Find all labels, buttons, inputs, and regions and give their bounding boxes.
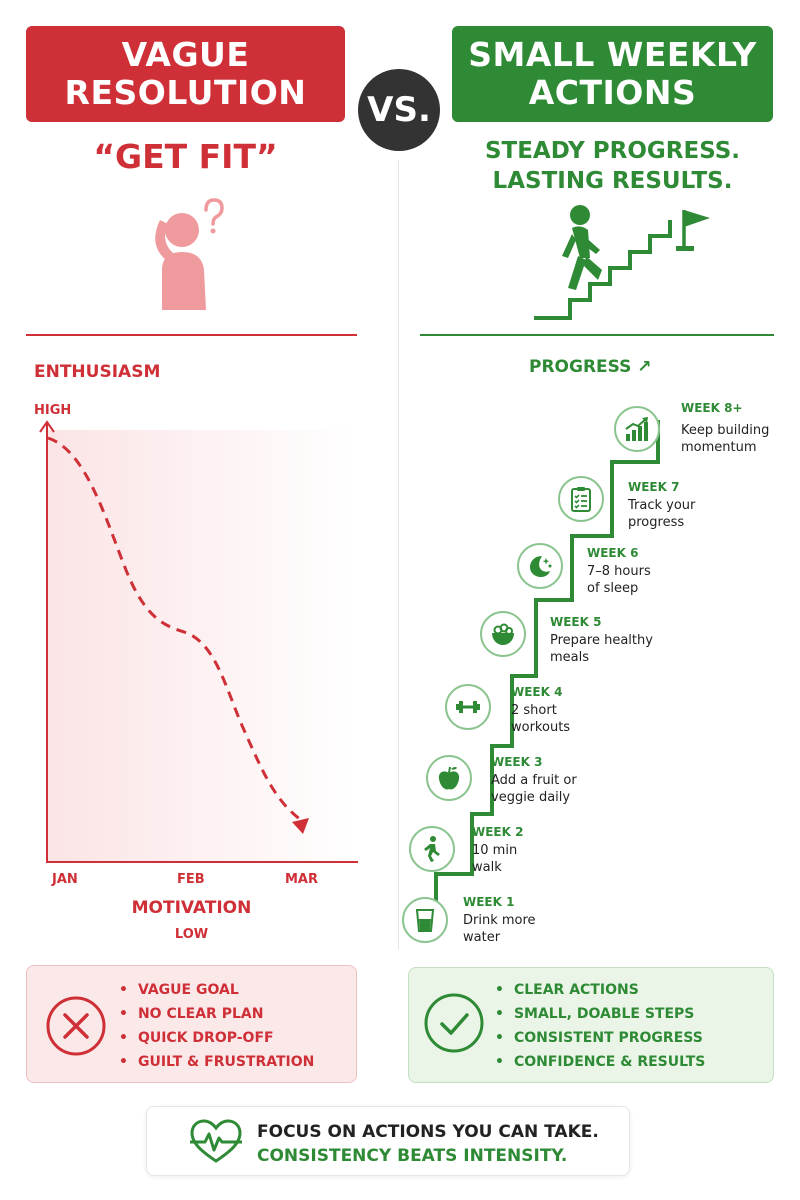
week-1-text: Drink more water [463, 913, 536, 945]
x-circle-icon [46, 996, 106, 1056]
week-8-title: WEEK 8+ [681, 401, 743, 415]
list-item: QUICK DROP-OFF [119, 1026, 314, 1050]
check-circle-icon [424, 993, 484, 1053]
week-5-text: Prepare healthy meals [550, 633, 653, 665]
y-axis-low-label: LOW [174, 927, 209, 942]
week-4-step [445, 684, 491, 730]
walking-person-icon [424, 836, 440, 862]
vague-resolution-banner: VAGUE RESOLUTION [26, 26, 345, 122]
clipboard-checklist-icon [571, 487, 591, 512]
week-1-title: WEEK 1 [463, 895, 515, 909]
list-item: VAGUE GOAL [119, 978, 314, 1002]
list-item: CLEAR ACTIONS [495, 978, 705, 1002]
banner-left-line1: VAGUE [121, 35, 250, 74]
x-tick-feb: FEB [177, 872, 205, 887]
week-4-text: 2 short workouts [511, 703, 571, 735]
list-item: GUILT & FRUSTRATION [119, 1050, 314, 1074]
progress-label: PROGRESS ↗ [529, 357, 652, 377]
week-7-text: Track your progress [628, 498, 696, 530]
right-section-rule [420, 334, 774, 336]
week-6-text: 7–8 hours of sleep [587, 564, 651, 596]
week-4-title: WEEK 4 [511, 685, 563, 699]
enthusiasm-chart [39, 420, 358, 863]
week-1-step [402, 897, 448, 943]
chart-plot-area [48, 430, 358, 862]
banner-right-line1: SMALL WEEKLY [468, 35, 757, 74]
week-8-text: Keep building momentum [681, 423, 770, 455]
confused-person-icon [155, 198, 224, 310]
dumbbell-icon [456, 701, 480, 713]
week-2-text: 10 min walk [472, 843, 518, 875]
week-3-title: WEEK 3 [491, 755, 543, 769]
center-divider [398, 160, 399, 950]
vs-badge: VS. [358, 69, 440, 151]
x-axis-label-motivation: MOTIVATION [131, 898, 252, 918]
week-5-step [480, 611, 526, 657]
footer-callout: FOCUS ON ACTIONS YOU CAN TAKE. CONSISTEN… [146, 1106, 630, 1176]
banner-right-line2: ACTIONS [528, 73, 697, 112]
week-6-title: WEEK 6 [587, 546, 639, 560]
enthusiasm-decline-line [47, 436, 302, 822]
week-7-step [558, 476, 604, 522]
tagline-line2: LASTING RESULTS. [492, 168, 733, 194]
list-item: SMALL, DOABLE STEPS [495, 1002, 705, 1026]
get-fit-quote: “GET FIT” [93, 137, 278, 176]
small-weekly-actions-banner: SMALL WEEKLY ACTIONS [452, 26, 773, 122]
x-tick-jan: JAN [52, 872, 78, 887]
list-item: CONFIDENCE & RESULTS [495, 1050, 705, 1074]
weekly-outcomes-box: CLEAR ACTIONS SMALL, DOABLE STEPS CONSIS… [408, 967, 774, 1083]
week-7-title: WEEK 7 [628, 480, 680, 494]
heartbeat-icon [190, 1119, 242, 1163]
x-tick-mar: MAR [285, 872, 319, 887]
footer-line1: FOCUS ON ACTIONS YOU CAN TAKE. [257, 1122, 599, 1142]
y-axis-arrow [39, 420, 55, 433]
moon-stars-icon [530, 556, 552, 577]
week-8-step [614, 406, 660, 452]
water-glass-icon [415, 909, 435, 932]
week-3-step [426, 755, 472, 801]
week-2-title: WEEK 2 [472, 825, 524, 839]
list-item: CONSISTENT PROGRESS [495, 1026, 705, 1050]
apple-icon [438, 766, 460, 790]
salad-bowl-icon [492, 623, 514, 645]
climbing-stairs-icon [534, 205, 710, 320]
week-5-title: WEEK 5 [550, 615, 602, 629]
decline-arrowhead [292, 818, 309, 834]
vague-outcomes-box: VAGUE GOAL NO CLEAR PLAN QUICK DROP-OFF … [26, 965, 357, 1083]
chart-title-enthusiasm: ENTHUSIASM [34, 362, 161, 382]
week-2-step [409, 826, 455, 872]
list-item: NO CLEAR PLAN [119, 1002, 314, 1026]
week-6-step [517, 543, 563, 589]
y-axis-high-label: HIGH [34, 403, 72, 418]
banner-left-line2: RESOLUTION [64, 73, 307, 112]
vague-outcomes-list: VAGUE GOAL NO CLEAR PLAN QUICK DROP-OFF … [119, 978, 314, 1074]
footer-line2: CONSISTENCY BEATS INTENSITY. [257, 1146, 568, 1166]
weekly-outcomes-list: CLEAR ACTIONS SMALL, DOABLE STEPS CONSIS… [495, 978, 705, 1074]
tagline: STEADY PROGRESS. LASTING RESULTS. [452, 136, 773, 196]
week-3-text: Add a fruit or veggie daily [491, 773, 577, 805]
growth-chart-icon [625, 417, 648, 441]
tagline-line1: STEADY PROGRESS. [484, 138, 741, 164]
progress-staircase [434, 420, 660, 938]
left-section-rule [26, 334, 357, 336]
